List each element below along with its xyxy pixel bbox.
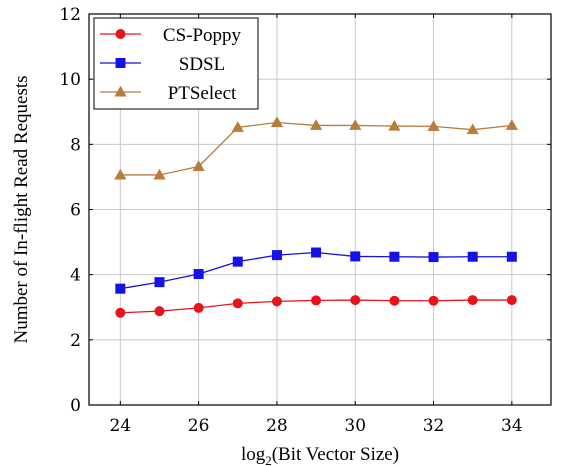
sdsl-square-marker bbox=[271, 250, 282, 261]
series-ptselect bbox=[114, 116, 518, 180]
cs-poppy-circle-marker bbox=[350, 295, 361, 306]
y-axis-title: Number of In-flight Read Requests bbox=[11, 75, 32, 343]
sdsl-line bbox=[120, 251, 512, 290]
x-tick-label: 26 bbox=[188, 416, 210, 436]
y-tick-label: 10 bbox=[59, 70, 81, 90]
series-sdsl bbox=[115, 247, 517, 294]
x-tick-label: 32 bbox=[423, 416, 445, 436]
ptselect-triangle-marker bbox=[349, 119, 362, 130]
y-tick-label: 12 bbox=[59, 5, 81, 25]
ptselect-triangle-marker bbox=[427, 120, 440, 131]
sdsl-square-marker bbox=[232, 256, 243, 267]
y-tick-label: 6 bbox=[70, 201, 81, 221]
y-tick-label: 8 bbox=[70, 135, 81, 155]
ptselect-triangle-marker bbox=[388, 119, 401, 131]
ptselect-triangle-marker bbox=[270, 116, 284, 128]
legend-label-sdsl: SDSL bbox=[179, 54, 225, 75]
x-axis-title-log: log bbox=[241, 444, 266, 465]
cs-poppy-circle-marker bbox=[506, 295, 517, 306]
y-tick-label: 0 bbox=[70, 396, 81, 416]
cs-poppy-circle-marker bbox=[115, 307, 126, 318]
y-tick-label: 2 bbox=[70, 331, 81, 351]
legend-label-cs-poppy: CS-Poppy bbox=[163, 25, 242, 46]
cs-poppy-circle-marker bbox=[467, 295, 478, 306]
ptselect-triangle-marker bbox=[114, 168, 127, 180]
legend-cs-poppy-circle-marker bbox=[115, 28, 126, 39]
ptselect-triangle-marker bbox=[231, 121, 244, 132]
sdsl-square-marker bbox=[467, 251, 478, 262]
x-axis-title-subscript: 2 bbox=[265, 453, 272, 466]
cs-poppy-circle-marker bbox=[193, 302, 204, 313]
series-layer bbox=[114, 116, 518, 318]
sdsl-square-marker bbox=[506, 251, 517, 262]
cs-poppy-circle-marker bbox=[389, 295, 400, 306]
ptselect-triangle-marker bbox=[192, 160, 205, 171]
x-axis-title: log2(Bit Vector Size) bbox=[241, 444, 399, 466]
legend-sdsl-square-marker bbox=[115, 58, 126, 69]
cs-poppy-circle-marker bbox=[271, 296, 282, 307]
x-tick-label: 24 bbox=[110, 416, 132, 436]
sdsl-square-marker bbox=[154, 277, 165, 288]
sdsl-square-marker bbox=[193, 269, 204, 280]
sdsl-square-marker bbox=[350, 251, 361, 262]
legend: CS-Poppy SDSL PTSelect bbox=[93, 17, 259, 110]
cs-poppy-circle-marker bbox=[154, 306, 165, 317]
cs-poppy-circle-marker bbox=[311, 295, 322, 306]
sdsl-square-marker bbox=[428, 252, 439, 263]
series-cs-poppy bbox=[115, 295, 517, 318]
cs-poppy-circle-marker bbox=[428, 295, 439, 306]
sdsl-square-marker bbox=[389, 251, 400, 262]
ptselect-triangle-marker bbox=[505, 119, 518, 130]
ptselect-triangle-marker bbox=[466, 123, 479, 135]
x-tick-label: 28 bbox=[266, 416, 288, 436]
x-tick-label: 30 bbox=[344, 416, 366, 436]
sdsl-square-marker bbox=[311, 247, 322, 258]
legend-ptselect-triangle-marker bbox=[114, 85, 127, 97]
legend-label-ptselect: PTSelect bbox=[168, 83, 237, 104]
cs-poppy-circle-marker bbox=[232, 298, 243, 309]
y-tick-label: 4 bbox=[70, 266, 81, 286]
x-tick-label: 34 bbox=[501, 416, 523, 436]
ptselect-triangle-marker bbox=[309, 119, 323, 130]
x-axis-title-rest: (Bit Vector Size) bbox=[272, 444, 399, 465]
sdsl-square-marker bbox=[115, 283, 126, 294]
ptselect-triangle-marker bbox=[153, 168, 166, 180]
ptselect-line bbox=[120, 121, 512, 176]
